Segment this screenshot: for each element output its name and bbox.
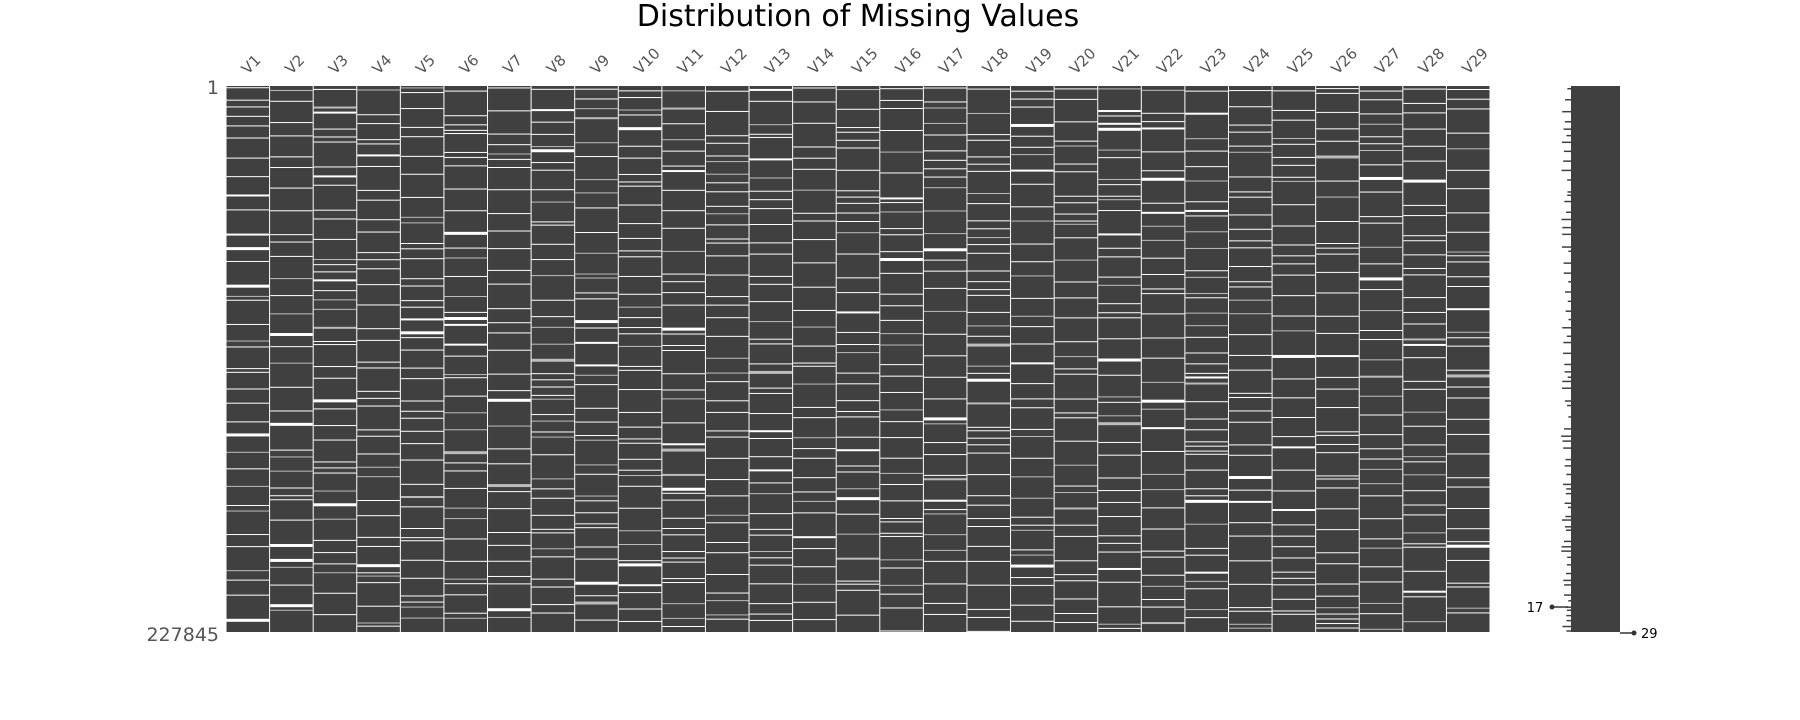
missing-values-matrix	[226, 86, 1490, 632]
matrix-column-v14	[793, 86, 836, 632]
column-label-v8: V8	[543, 51, 570, 78]
column-label-v18: V18	[979, 44, 1012, 77]
matrix-column-v5	[400, 86, 444, 632]
missing-stripes-v24	[1228, 90, 1272, 629]
column-label-v26: V26	[1328, 44, 1361, 77]
column-labels: V1 V2 V3 V4 V5 V6 V7 V8 V9 V10 V11 V12 V13 V14 V15 V16 V…	[238, 44, 1492, 77]
missing-stripes-v25	[1272, 90, 1316, 615]
column-label-v5: V5	[412, 51, 439, 78]
missing-stripes-v19	[1011, 90, 1054, 622]
matrix-column-v2	[270, 86, 313, 632]
missing-stripes-v21	[1098, 88, 1141, 629]
matrix-column-v27	[1359, 86, 1403, 632]
column-label-v28: V28	[1415, 44, 1448, 77]
missing-stripes-v26	[1316, 88, 1359, 629]
matrix-column-v4	[357, 86, 400, 632]
missing-stripes-v14	[793, 87, 836, 621]
missing-stripes-v16	[880, 88, 923, 632]
matrix-column-v10	[618, 86, 662, 632]
matrix-column-v28	[1403, 86, 1446, 632]
column-label-v2: V2	[281, 51, 308, 78]
column-label-v19: V19	[1022, 44, 1055, 77]
column-label-v21: V21	[1110, 44, 1143, 77]
matrix-column-v23	[1185, 86, 1228, 632]
missing-stripes-v5	[400, 87, 444, 619]
column-label-v6: V6	[456, 51, 483, 78]
column-label-v12: V12	[717, 44, 750, 77]
column-label-v7: V7	[499, 51, 526, 78]
matrix-column-v16	[880, 86, 923, 632]
column-label-v20: V20	[1066, 44, 1099, 77]
matrix-column-v26	[1316, 86, 1359, 632]
missing-stripes-v9	[575, 88, 618, 621]
matrix-column-v15	[836, 86, 880, 632]
missing-stripes-v6	[444, 90, 488, 619]
missing-stripes-v4	[357, 89, 400, 627]
column-label-v17: V17	[935, 44, 968, 77]
column-label-v3: V3	[325, 51, 352, 78]
missing-stripes-v8	[531, 88, 575, 614]
matrix-column-v6	[444, 86, 488, 632]
completeness-sparkline	[1549, 86, 1637, 636]
matrix-column-v19	[1011, 86, 1054, 632]
column-label-v14: V14	[805, 44, 838, 77]
row-label-top: 1	[207, 77, 219, 99]
missing-stripes-v13	[749, 88, 793, 621]
missing-stripes-v17	[923, 87, 967, 615]
column-label-v23: V23	[1197, 44, 1230, 77]
matrix-column-v9	[575, 86, 618, 632]
matrix-column-v11	[662, 86, 705, 632]
row-label-bottom: 227845	[146, 624, 219, 646]
matrix-column-v12	[705, 86, 749, 632]
missing-stripes-v3	[313, 88, 357, 616]
missing-stripes-v23	[1185, 90, 1228, 619]
matrix-column-v24	[1228, 86, 1272, 632]
column-label-v1: V1	[238, 51, 265, 78]
matrix-column-v22	[1141, 86, 1185, 632]
matrix-column-v29	[1446, 86, 1490, 632]
column-label-v4: V4	[369, 51, 396, 78]
missing-stripes-v1	[226, 87, 270, 622]
sparkline-ticks	[1561, 88, 1571, 632]
sparkline-fill	[1571, 86, 1620, 632]
missing-stripes-v10	[618, 90, 662, 622]
column-label-v9: V9	[587, 51, 614, 78]
matrix-column-v7	[488, 86, 531, 632]
missing-stripes-v20	[1054, 88, 1098, 624]
matrix-column-v1	[226, 86, 270, 632]
column-label-v11: V11	[674, 44, 707, 77]
column-label-v27: V27	[1371, 44, 1404, 77]
column-label-v24: V24	[1240, 44, 1273, 77]
column-label-v29: V29	[1458, 44, 1491, 77]
missing-stripes-v22	[1141, 89, 1185, 625]
missing-stripes-v18	[967, 88, 1011, 632]
missing-stripes-v29	[1446, 88, 1490, 614]
matrix-column-v18	[967, 86, 1011, 632]
column-label-v15: V15	[848, 44, 881, 77]
missing-stripes-v27	[1359, 90, 1403, 630]
missing-stripes-v15	[836, 89, 880, 616]
missing-stripes-v2	[270, 89, 313, 611]
sparkline-max-label: 29	[1641, 627, 1658, 642]
column-label-v22: V22	[1153, 44, 1186, 77]
sparkline-min-label: 17	[1527, 601, 1544, 616]
column-label-v16: V16	[892, 44, 925, 77]
matrix-column-v3	[313, 86, 357, 632]
matrix-column-v25	[1272, 86, 1316, 632]
matrix-column-v20	[1054, 86, 1098, 632]
missing-stripes-v11	[662, 90, 705, 627]
chart-title: Distribution of Missing Values	[637, 0, 1079, 34]
column-label-v25: V25	[1284, 44, 1317, 77]
missing-stripes-v12	[705, 90, 749, 620]
column-label-v13: V13	[761, 44, 794, 77]
column-label-v10: V10	[630, 44, 663, 77]
missing-stripes-v7	[488, 87, 531, 618]
missing-stripes-v28	[1403, 88, 1446, 623]
matrix-column-v13	[749, 86, 793, 632]
